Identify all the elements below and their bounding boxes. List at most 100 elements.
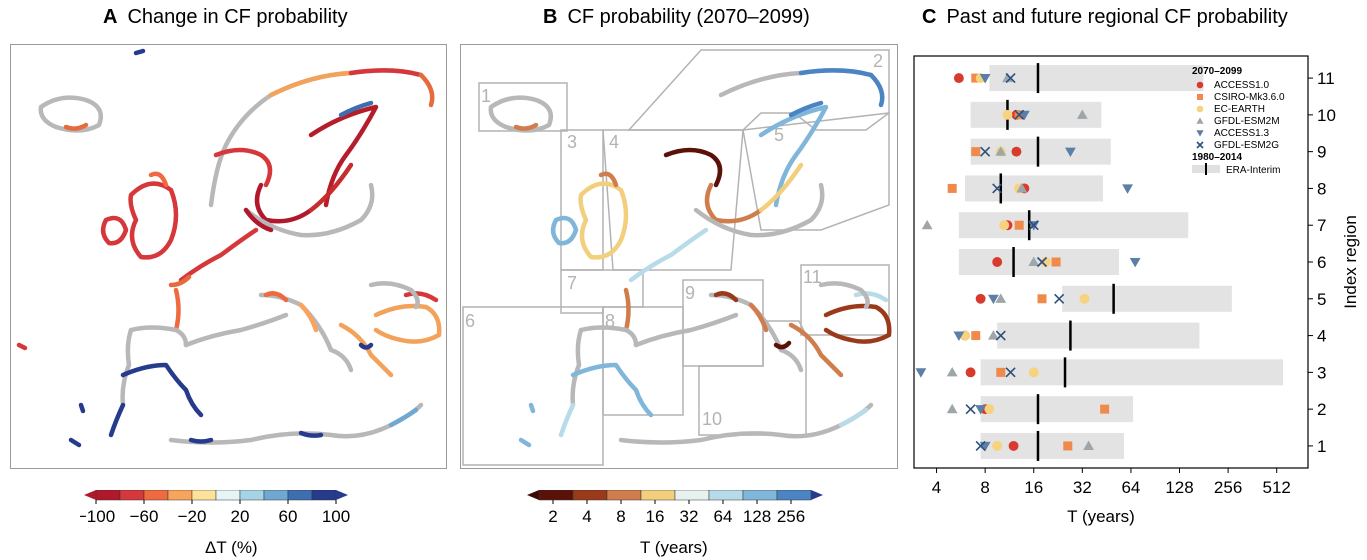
point-access1-3-region-5	[987, 294, 999, 305]
legend: 2070–2099 ACCESS1.0CSIRO-Mk3.6.0EC-EARTH…	[1192, 66, 1285, 176]
legend-marker-gfdl-esm2m	[1196, 117, 1204, 124]
x-tick-label: 8	[980, 478, 989, 497]
x-axis-label: T (years)	[1067, 507, 1135, 526]
colorbar-b-cell	[538, 490, 574, 501]
legend-label: GFDL-ESM2G	[1214, 140, 1279, 151]
colorbar-b-left-arrow	[527, 490, 539, 500]
range-bar-region-9	[970, 138, 1111, 165]
point-access1-0-region-11	[953, 73, 964, 84]
svg-text:1: 1	[481, 86, 491, 106]
colorbar-a-cell	[119, 490, 145, 501]
colorbar-b: 2 4 8 16 32 64 128 256	[527, 490, 823, 526]
y-tick-label: 10	[1317, 106, 1336, 125]
legend-label: CSIRO-Mk3.6.0	[1214, 92, 1285, 103]
colorbar-b-tick-label: 16	[646, 507, 665, 526]
y-tick-label: 8	[1317, 179, 1326, 198]
x-tick-label: 128	[1165, 478, 1193, 497]
europe-coastline-map-a	[16, 48, 442, 448]
colorbar-b-tick-label: 4	[582, 507, 591, 526]
range-bar-region-3	[980, 359, 1283, 386]
point-gfdl-esm2g-region-6	[1036, 256, 1048, 268]
range-bar-region-8	[964, 175, 1104, 202]
point-gfdl-esm2m-region-8	[1016, 183, 1028, 193]
legend-marker-gfdl-esm2g	[1196, 141, 1204, 149]
point-ec-earth-region-6	[1040, 257, 1051, 267]
colorbar-b-cell	[708, 490, 744, 501]
y-tick-label: 1	[1317, 437, 1326, 456]
point-access1-3-region-2	[975, 405, 987, 415]
point-gfdl-esm2g-region-9	[980, 146, 991, 157]
colorbar-b-label: T (years)	[640, 538, 708, 557]
point-access1-3-region-6	[1129, 257, 1141, 268]
range-bar-region-1	[980, 432, 1125, 459]
colorbar-b-cell	[640, 490, 676, 501]
colorbar-a-tick-label: −20	[178, 507, 207, 526]
panel-b-map: 1 2 3 4 5 6 7 8 9 10 11	[460, 44, 898, 469]
x-tick-label: 64	[1121, 478, 1140, 497]
y-axis-ticks: 1 2 3 4 5 6 7 8 9 10 11	[1308, 69, 1336, 456]
region-numbers: 1 2 3 4 5 6 7 8 9 10 11	[465, 51, 883, 429]
point-gfdl-esm2g-region-7	[1028, 220, 1039, 231]
colorbar-a-arrow	[336, 490, 348, 500]
point-ec-earth-region-10	[1002, 109, 1013, 120]
legend-marker-access1-3	[1196, 130, 1204, 137]
point-access1-0-region-3	[965, 367, 976, 378]
point-access1-0-region-5	[975, 293, 986, 304]
point-gfdl-esm2m-region-3	[946, 366, 958, 377]
colorbar-a-tick-label: 100	[322, 507, 350, 526]
colorbar-a-tick-label: −60	[130, 507, 159, 526]
range-bar-region-11	[989, 65, 1204, 92]
point-csiro-mk3-6-0-region-1	[1063, 441, 1073, 451]
legend-marker-access1-0	[1196, 81, 1204, 89]
point-gfdl-esm2g-region-3	[1005, 367, 1016, 378]
legend-marker-csiro-mk3-6-0	[1197, 94, 1203, 100]
y-tick-label: 2	[1317, 400, 1326, 419]
x-axis-ticks: 4 8 16 32 64 128 256 512	[932, 468, 1291, 497]
point-ec-earth-region-2	[984, 404, 995, 415]
chart-c: 4 8 16 32 64 128 256 512 1 2 3 4 5 6 7 8 9 10 11 T (years…	[913, 55, 1360, 526]
x-tick-label: 256	[1214, 478, 1242, 497]
svg-text:10: 10	[702, 409, 722, 429]
point-access1-3-region-11	[979, 74, 991, 84]
y-tick-label: 3	[1317, 363, 1326, 382]
point-ec-earth-region-1	[992, 440, 1003, 451]
point-gfdl-esm2g-region-1	[975, 440, 986, 451]
point-gfdl-esm2m-region-9	[995, 146, 1007, 156]
model-points	[915, 72, 1141, 452]
point-csiro-mk3-6-0-region-3	[996, 367, 1006, 377]
range-bar-region-2	[980, 396, 1134, 423]
legend-label: ACCESS1.3	[1214, 128, 1269, 139]
point-gfdl-esm2g-region-10	[1014, 109, 1025, 120]
x-tick-label: 512	[1263, 478, 1291, 497]
point-gfdl-esm2m-region-1	[1083, 440, 1095, 450]
svg-text:7: 7	[567, 273, 577, 293]
era-interim-median-lines	[999, 63, 1115, 461]
colorbar-a-cell	[311, 490, 337, 501]
colorbar-b-tick-label: 8	[616, 507, 625, 526]
colorbar-b-cell	[776, 490, 812, 501]
range-bar-region-7	[958, 212, 1189, 239]
colorbar-b-cell	[606, 490, 642, 501]
legend-label: GFDL-ESM2M	[1214, 116, 1280, 127]
y-tick-label: 7	[1317, 216, 1326, 235]
point-gfdl-esm2m-region-10	[1076, 109, 1088, 119]
y-tick-label: 9	[1317, 143, 1326, 162]
point-access1-0-region-6	[992, 257, 1003, 267]
colorbar-a-label: ΔT (%)	[205, 538, 258, 557]
point-csiro-mk3-6-0-region-6	[1051, 257, 1061, 267]
point-access1-0-region-9	[1011, 146, 1022, 157]
colorbar-b-tick-label: 128	[743, 507, 771, 526]
colorbar-b-cell	[674, 490, 710, 501]
colorbar-a-cell	[191, 490, 217, 501]
point-gfdl-esm2g-region-11	[1005, 73, 1016, 84]
colorbar-a-tick-label: 60	[279, 507, 298, 526]
point-gfdl-esm2m-region-5	[995, 293, 1007, 303]
colorbar-a-cell	[263, 490, 289, 501]
point-gfdl-esm2m-region-11	[1002, 72, 1013, 83]
legend-marker-ec-earth	[1196, 105, 1204, 113]
panel-b-title: B CF probability (2070–2099)	[543, 6, 810, 28]
legend-label: ACCESS1.0	[1214, 80, 1269, 91]
y-tick-label: 6	[1317, 253, 1326, 272]
point-access1-0-region-1	[1008, 440, 1019, 451]
panel-a-title: A Change in CF probability	[103, 6, 348, 28]
